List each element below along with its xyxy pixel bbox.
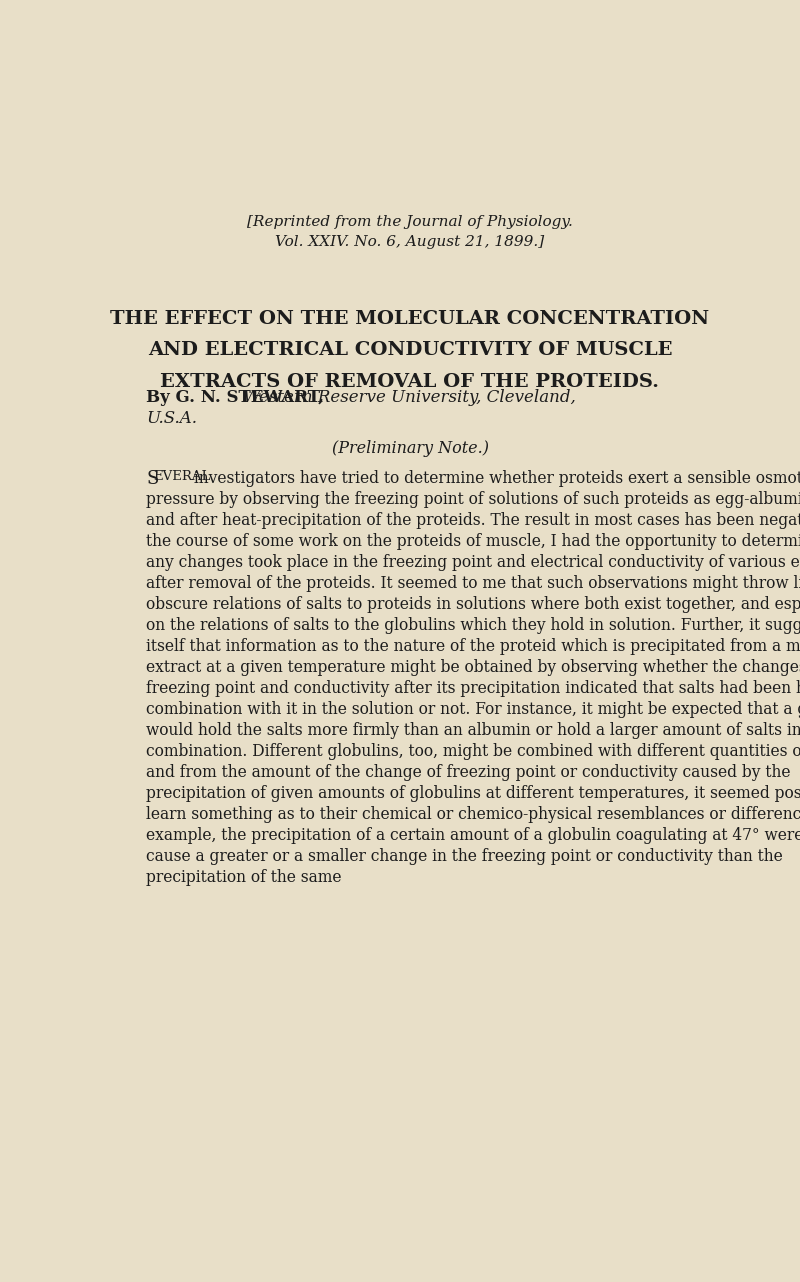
Text: after removal of the proteids. It seemed to me that such observations might thro: after removal of the proteids. It seemed… — [146, 574, 800, 592]
Text: (Preliminary Note.): (Preliminary Note.) — [331, 440, 489, 458]
Text: the course of some work on the proteids of muscle, I had the opportunity to dete: the course of some work on the proteids … — [146, 533, 800, 550]
Text: Western Reserve University, Cleveland,: Western Reserve University, Cleveland, — [238, 388, 576, 406]
Text: EVERAL: EVERAL — [154, 469, 211, 483]
Text: freezing point and conductivity after its precipitation indicated that salts had: freezing point and conductivity after it… — [146, 679, 800, 697]
Text: THE EFFECT ON THE MOLECULAR CONCENTRATION: THE EFFECT ON THE MOLECULAR CONCENTRATIO… — [110, 310, 710, 328]
Text: EXTRACTS OF REMOVAL OF THE PROTEIDS.: EXTRACTS OF REMOVAL OF THE PROTEIDS. — [161, 373, 659, 391]
Text: any changes took place in the freezing point and electrical conductivity of vari: any changes took place in the freezing p… — [146, 554, 800, 570]
Text: AND ELECTRICAL CONDUCTIVITY OF MUSCLE: AND ELECTRICAL CONDUCTIVITY OF MUSCLE — [148, 341, 672, 359]
Text: and from the amount of the change of freezing point or conductivity caused by th: and from the amount of the change of fre… — [146, 764, 791, 781]
Text: extract at a given temperature might be obtained by observing whether the change: extract at a given temperature might be … — [146, 659, 800, 676]
Text: and after heat-precipitation of the proteids. The result in most cases has been : and after heat-precipitation of the prot… — [146, 512, 800, 528]
Text: pressure by observing the freezing point of solutions of such proteids as egg-al: pressure by observing the freezing point… — [146, 491, 800, 508]
Text: investigators have tried to determine whether proteids exert a sensible osmotic: investigators have tried to determine wh… — [189, 469, 800, 487]
Text: [Reprinted from the Journal of Physiology.: [Reprinted from the Journal of Physiolog… — [247, 215, 573, 229]
Text: U.S.A.: U.S.A. — [146, 410, 198, 427]
Text: combination. Different globulins, too, might be combined with different quantiti: combination. Different globulins, too, m… — [146, 744, 800, 760]
Text: precipitation of the same: precipitation of the same — [146, 869, 342, 886]
Text: combination with it in the solution or not. For instance, it might be expected t: combination with it in the solution or n… — [146, 701, 800, 718]
Text: cause a greater or a smaller change in the freezing point or conductivity than t: cause a greater or a smaller change in t… — [146, 849, 783, 865]
Text: S: S — [146, 469, 159, 487]
Text: example, the precipitation of a certain amount of a globulin coagulating at 47° : example, the precipitation of a certain … — [146, 827, 800, 844]
Text: itself that information as to the nature of the proteid which is precipitated fr: itself that information as to the nature… — [146, 638, 800, 655]
Text: learn something as to their chemical or chemico-physical resemblances or differe: learn something as to their chemical or … — [146, 806, 800, 823]
Text: Vol. XXIV. No. 6, August 21, 1899.]: Vol. XXIV. No. 6, August 21, 1899.] — [275, 235, 545, 249]
Text: on the relations of salts to the globulins which they hold in solution. Further,: on the relations of salts to the globuli… — [146, 617, 800, 633]
Text: By G. N. STEWART,: By G. N. STEWART, — [146, 388, 325, 406]
Text: would hold the salts more firmly than an albumin or hold a larger amount of salt: would hold the salts more firmly than an… — [146, 722, 800, 738]
Text: precipitation of given amounts of globulins at different temperatures, it seemed: precipitation of given amounts of globul… — [146, 785, 800, 803]
Text: obscure relations of salts to proteids in solutions where both exist together, a: obscure relations of salts to proteids i… — [146, 596, 800, 613]
